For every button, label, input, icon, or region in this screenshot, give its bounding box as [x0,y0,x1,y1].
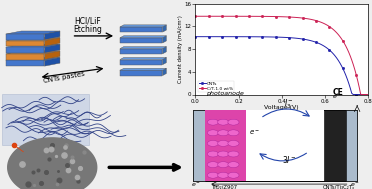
C/T-1.0 wt% [193,15,198,17]
Circle shape [208,130,219,136]
C/T-1.0 wt% [333,30,337,33]
Text: $I_3^-$: $I_3^-$ [284,98,294,111]
Polygon shape [6,31,60,34]
FancyBboxPatch shape [205,110,246,181]
Circle shape [208,162,219,168]
Circle shape [218,140,229,146]
Polygon shape [163,47,166,54]
Text: TiO₂/Z907: TiO₂/Z907 [212,184,238,189]
Circle shape [218,151,229,157]
Polygon shape [45,38,60,46]
Polygon shape [45,44,60,53]
FancyBboxPatch shape [2,94,89,145]
Polygon shape [6,51,60,54]
Polygon shape [163,25,166,32]
Circle shape [218,130,229,136]
C/T-1.0 wt% [241,15,245,17]
Polygon shape [6,54,45,60]
Line: C/T-1.0 wt%: C/T-1.0 wt% [195,15,372,95]
C/T-1.0 wt% [360,93,365,96]
C/T-1.0 wt% [371,93,372,96]
Legend: CNTs, C/T-1.0 wt%: CNTs, C/T-1.0 wt% [198,81,234,92]
Text: $e^-$: $e^-$ [249,128,260,137]
Circle shape [228,172,239,178]
C/T-1.0 wt% [291,16,296,18]
Polygon shape [6,57,60,60]
X-axis label: Voltage (V): Voltage (V) [264,105,299,110]
Polygon shape [163,68,166,76]
Circle shape [228,151,239,157]
Polygon shape [45,31,60,40]
Polygon shape [45,51,60,60]
Text: $e^-$: $e^-$ [191,181,201,189]
Polygon shape [120,27,163,32]
CNTs [291,37,296,39]
Polygon shape [6,60,45,66]
Circle shape [228,162,239,168]
Polygon shape [120,25,166,27]
Polygon shape [6,34,45,40]
Polygon shape [120,70,163,76]
Polygon shape [120,36,166,38]
C/T-1.0 wt% [315,20,320,22]
Polygon shape [6,41,45,46]
CNTs [241,36,245,38]
Text: CE: CE [333,88,344,97]
CNTs [366,93,371,96]
Polygon shape [120,68,166,70]
Circle shape [228,119,239,125]
CNTs [371,93,372,96]
Circle shape [228,130,239,136]
Circle shape [208,151,219,157]
Text: CNTs pastes: CNTs pastes [43,71,85,84]
Polygon shape [6,38,60,41]
Polygon shape [45,57,60,66]
Polygon shape [120,57,166,60]
Y-axis label: Current density (mA/cm²): Current density (mA/cm²) [178,15,183,83]
FancyBboxPatch shape [324,110,346,181]
Circle shape [208,140,219,146]
Polygon shape [163,57,166,65]
Line: CNTs: CNTs [195,36,372,95]
Text: Etching: Etching [74,25,102,34]
FancyBboxPatch shape [193,110,357,181]
CNTs [315,42,320,44]
Text: $e^-$: $e^-$ [350,181,360,189]
CNTs [351,93,356,96]
Circle shape [218,172,229,178]
Text: $e^-$: $e^-$ [331,93,342,101]
Circle shape [218,162,229,168]
Circle shape [208,119,219,125]
Text: photoanode: photoanode [206,91,244,96]
Circle shape [228,140,239,146]
Text: HCl/LiF: HCl/LiF [75,17,102,26]
FancyBboxPatch shape [193,110,205,181]
Polygon shape [6,47,45,53]
FancyBboxPatch shape [246,110,324,181]
Circle shape [208,172,219,178]
Polygon shape [8,138,97,189]
CNTs [193,36,198,38]
Polygon shape [120,38,163,43]
Circle shape [218,119,229,125]
CNTs [333,55,337,57]
FancyBboxPatch shape [346,110,357,181]
Polygon shape [6,44,60,47]
Text: $3I^-$: $3I^-$ [282,154,296,165]
C/T-1.0 wt% [366,93,371,96]
Polygon shape [163,36,166,43]
C/T-1.0 wt% [230,15,235,17]
Polygon shape [120,47,166,49]
Polygon shape [120,49,163,54]
CNTs [230,36,235,38]
Polygon shape [120,60,163,65]
Text: CNTs/Ti₃C₂Tₓ: CNTs/Ti₃C₂Tₓ [322,184,355,189]
